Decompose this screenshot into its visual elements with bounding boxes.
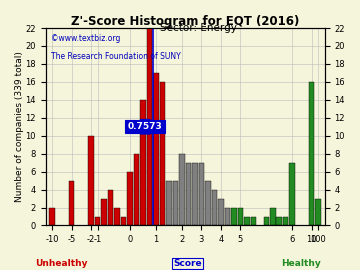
Bar xyxy=(134,154,139,225)
Bar xyxy=(140,100,146,225)
Text: ©www.textbiz.org: ©www.textbiz.org xyxy=(51,34,121,43)
Text: Sector: Energy: Sector: Energy xyxy=(159,23,237,33)
Bar xyxy=(95,217,100,225)
Bar xyxy=(218,198,224,225)
Bar xyxy=(173,181,178,225)
Bar xyxy=(160,82,165,225)
Bar xyxy=(166,181,172,225)
Bar xyxy=(69,181,75,225)
Bar xyxy=(199,163,204,225)
Bar xyxy=(212,190,217,225)
Bar xyxy=(49,208,55,225)
Bar xyxy=(315,198,321,225)
Bar xyxy=(244,217,249,225)
Y-axis label: Number of companies (339 total): Number of companies (339 total) xyxy=(15,51,24,202)
Bar xyxy=(192,163,198,225)
Bar xyxy=(276,217,282,225)
Bar xyxy=(186,163,191,225)
Bar xyxy=(108,190,113,225)
Text: The Research Foundation of SUNY: The Research Foundation of SUNY xyxy=(51,52,181,61)
Bar xyxy=(225,208,230,225)
Bar xyxy=(205,181,211,225)
Bar xyxy=(147,28,152,225)
Text: Healthy: Healthy xyxy=(281,259,320,268)
Bar xyxy=(121,217,126,225)
Bar xyxy=(153,73,159,225)
Bar xyxy=(251,217,256,225)
Bar xyxy=(102,198,107,225)
Bar xyxy=(89,136,94,225)
Bar xyxy=(114,208,120,225)
Title: Z'-Score Histogram for EQT (2016): Z'-Score Histogram for EQT (2016) xyxy=(71,15,300,28)
Bar xyxy=(231,208,237,225)
Bar xyxy=(238,208,243,225)
Bar xyxy=(127,172,133,225)
Bar xyxy=(179,154,185,225)
Text: Score: Score xyxy=(173,259,202,268)
Bar xyxy=(309,82,314,225)
Bar xyxy=(289,163,295,225)
Bar xyxy=(283,217,288,225)
Text: 0.7573: 0.7573 xyxy=(127,122,162,131)
Bar xyxy=(270,208,275,225)
Bar xyxy=(264,217,269,225)
Text: Unhealthy: Unhealthy xyxy=(35,259,87,268)
